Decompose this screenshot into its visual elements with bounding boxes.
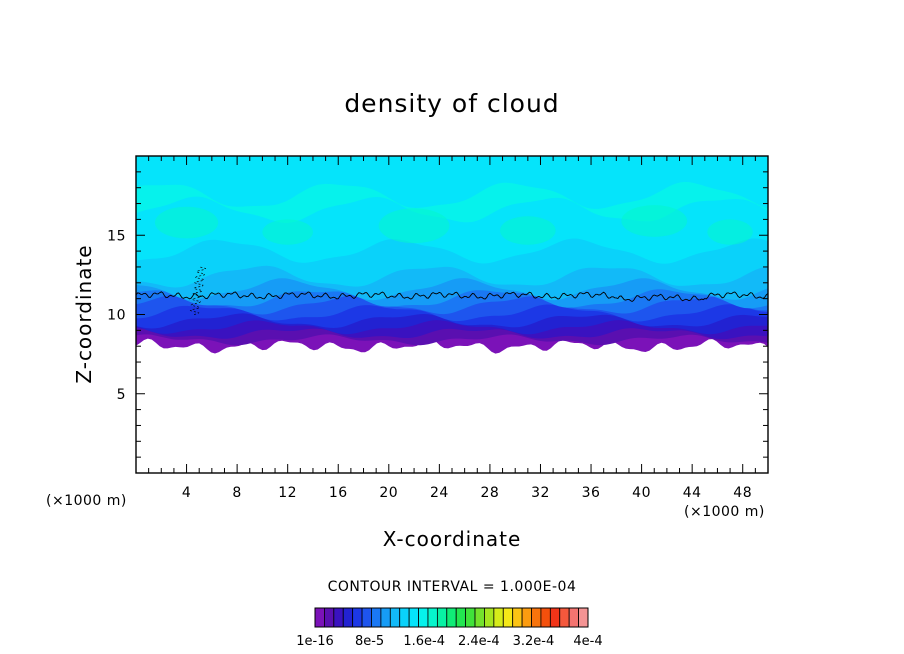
- cloud-patch-5: [707, 219, 753, 245]
- y-axis-label: Z-coordinate: [72, 244, 96, 383]
- colorbar-swatch: [578, 607, 589, 628]
- colorbar-swatch: [324, 607, 335, 628]
- colorbar-label: 1.6e-4: [403, 634, 445, 649]
- y-tick-label: 10: [107, 308, 126, 324]
- colorbar-label: 2.4e-4: [458, 634, 500, 649]
- colorbar: [314, 607, 589, 628]
- colorbar-label: 3.2e-4: [513, 634, 555, 649]
- x-tick-label: 4: [182, 485, 191, 501]
- x-tick-label: 48: [733, 485, 752, 501]
- y-tick-label: 15: [107, 228, 126, 244]
- colorbar-swatch: [521, 607, 532, 628]
- colorbar-swatch: [314, 607, 325, 628]
- contour-interval-text: CONTOUR INTERVAL = 1.000E-04: [328, 579, 577, 595]
- x-tick-label: 16: [329, 485, 348, 501]
- x-tick-label: 36: [582, 485, 601, 501]
- cloud-patch-2: [378, 208, 450, 244]
- colorbar-swatch: [484, 607, 495, 628]
- x-tick-label: 44: [683, 485, 702, 501]
- cloud-patch-0: [154, 206, 219, 239]
- x-tick-label: 32: [531, 485, 550, 501]
- colorbar-swatch: [465, 607, 476, 628]
- colorbar-label: 4e-4: [573, 634, 602, 649]
- colorbar-swatch: [380, 607, 391, 628]
- x-tick-label: 8: [232, 485, 241, 501]
- colorbar-swatch: [540, 607, 551, 628]
- colorbar-swatch: [371, 607, 382, 628]
- contour-line: [136, 266, 768, 315]
- colorbar-swatch: [408, 607, 419, 628]
- colorbar-labels: 1e-16 8e-5 1.6e-4 2.4e-4 3.2e-4 4e-4: [296, 634, 602, 649]
- colorbar-swatch: [531, 607, 542, 628]
- contour-1e-4: [136, 291, 768, 303]
- colorbar-swatch: [446, 607, 457, 628]
- y-tick-label: 5: [117, 387, 126, 403]
- colorbar-swatch: [568, 607, 579, 628]
- x-tick-label: 40: [632, 485, 651, 501]
- cloud-patch-4: [621, 205, 688, 237]
- colorbar-frame: [314, 607, 589, 628]
- cloud-density-field: [136, 156, 768, 354]
- y-axis-ticks: 5 10 15: [107, 171, 768, 458]
- chart-title: density of cloud: [344, 89, 559, 118]
- colorbar-label: 8e-5: [355, 634, 384, 649]
- x-tick-label: 28: [481, 485, 500, 501]
- colorbar-swatch: [333, 607, 344, 628]
- colorbar-swatch: [436, 607, 448, 628]
- colorbar-label: 1e-16: [296, 634, 334, 649]
- x-tick-label: 20: [379, 485, 398, 501]
- colorbar-swatch: [389, 607, 401, 628]
- colorbar-swatch: [549, 607, 561, 628]
- x-axis-ticks: 4 8 12 16 20 24 28 32 36 40 44 48: [148, 156, 756, 501]
- colorbar-swatch: [399, 607, 410, 628]
- colorbar-swatch: [427, 607, 438, 628]
- colorbar-swatch: [352, 607, 363, 628]
- x-tick-label: 24: [430, 485, 449, 501]
- colorbar-swatch: [418, 607, 429, 628]
- cloud-patch-3: [500, 216, 556, 245]
- cloud-patch-1: [262, 219, 313, 245]
- contour-wave-disturbance: [189, 266, 207, 315]
- colorbar-swatch: [342, 607, 354, 628]
- colorbar-swatch: [502, 607, 514, 628]
- x-axis-label: X-coordinate: [383, 527, 522, 551]
- colorbar-swatch: [361, 607, 372, 628]
- colorbar-swatch: [559, 607, 570, 628]
- colorbar-swatch: [474, 607, 485, 628]
- x-tick-label: 12: [278, 485, 297, 501]
- colorbar-swatch: [493, 607, 504, 628]
- y-axis-unit: (×1000 m): [46, 493, 127, 509]
- x-axis-unit: (×1000 m): [684, 504, 765, 520]
- density-band-12: [136, 156, 768, 209]
- colorbar-swatch: [455, 607, 467, 628]
- colorbar-swatch: [512, 607, 523, 628]
